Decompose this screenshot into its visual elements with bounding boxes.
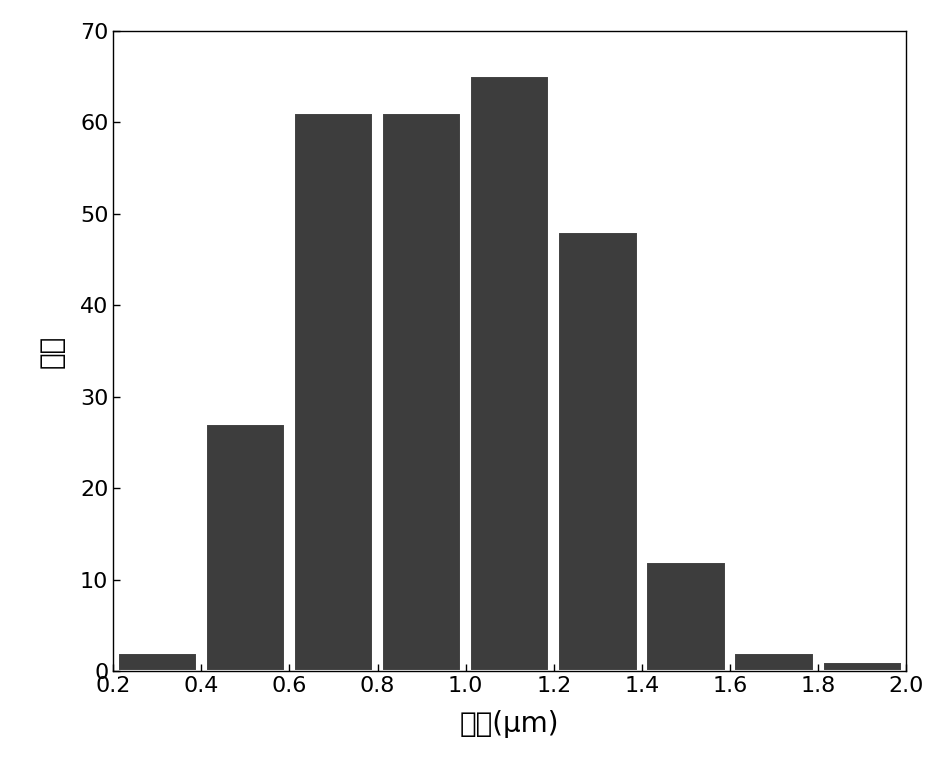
X-axis label: 直径(μm): 直径(μm)	[460, 710, 560, 738]
Bar	[294, 113, 373, 671]
Y-axis label: 数量: 数量	[38, 334, 66, 368]
Bar	[470, 76, 549, 671]
Bar	[382, 113, 462, 671]
Bar	[647, 562, 726, 671]
Bar	[558, 232, 637, 671]
Bar	[206, 424, 285, 671]
Bar	[734, 653, 814, 671]
Bar	[118, 653, 197, 671]
Bar	[822, 662, 902, 671]
